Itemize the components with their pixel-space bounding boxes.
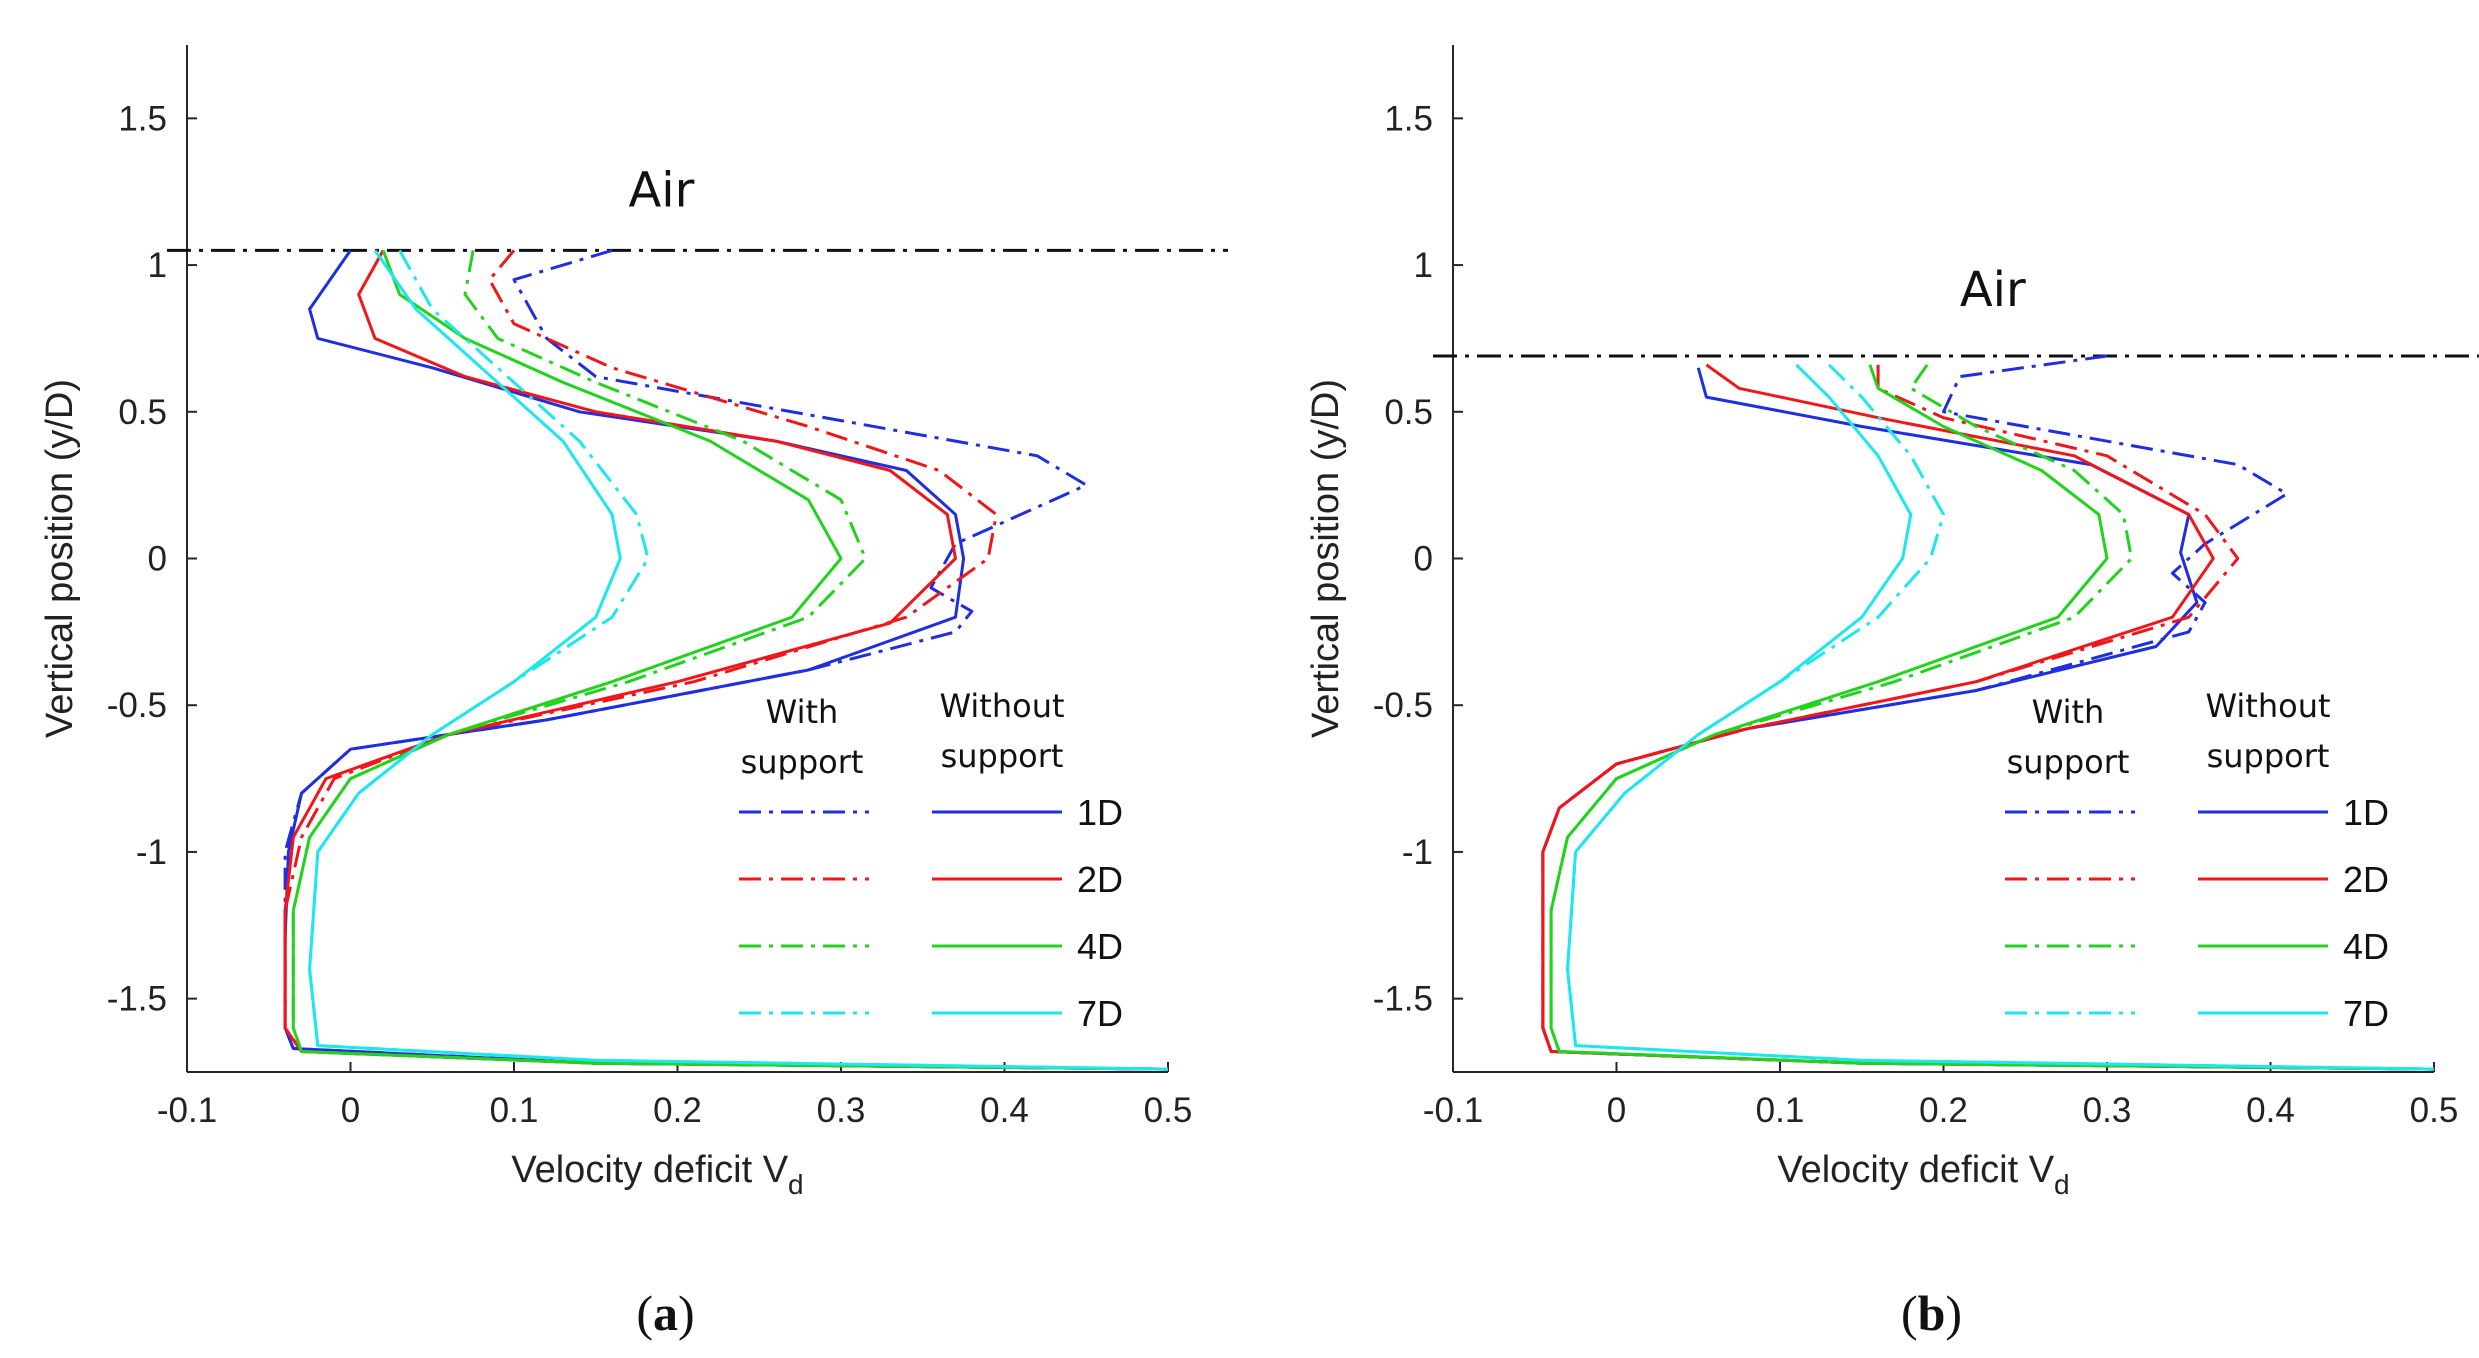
y-tick-label: -1.5 <box>1373 980 1433 1019</box>
series-line-7D-with-support <box>1566 363 2435 1071</box>
x-tick-label: 0.4 <box>2246 1091 2295 1130</box>
panel-label-part: b <box>1918 1285 1946 1341</box>
panel-label-part: ) <box>1945 1285 1962 1341</box>
legend-header-without: Without <box>939 687 1064 725</box>
y-tick-label: 1 <box>148 246 167 285</box>
x-axis-label: Velocity deficit Vd <box>511 1149 803 1200</box>
y-tick-label: -0.5 <box>1373 686 1433 725</box>
air-annotation: Air <box>1960 262 2026 318</box>
y-tick-label: -1 <box>1402 833 1433 872</box>
series-line-4D-with-support <box>1549 363 2435 1071</box>
legend-label-1D: 1D <box>1077 792 1123 833</box>
panel-label-part: ( <box>1901 1285 1918 1341</box>
legend-label-7D: 7D <box>2343 993 2389 1034</box>
y-axis-label: Vertical position (y/D) <box>1305 379 1347 738</box>
y-tick-label: 0 <box>148 540 167 579</box>
y-tick-label: -1.5 <box>107 980 167 1019</box>
legend-header-with: support <box>741 743 864 781</box>
x-axis-label-subscript: d <box>788 1169 804 1200</box>
series-line-4D-without-support <box>291 249 1169 1071</box>
legend-header-with: With <box>2032 693 2105 731</box>
y-tick-label: -1 <box>136 833 167 872</box>
x-tick-label: 0.5 <box>1144 1091 1193 1130</box>
legend-label-7D: 7D <box>1077 993 1123 1034</box>
legend: With support Without support 1D 2D 4D 7D <box>2005 687 2389 1034</box>
x-tick-label: 0.1 <box>1756 1091 1805 1130</box>
legend-header-without: support <box>941 737 1064 775</box>
x-tick-label: 0 <box>1607 1091 1626 1130</box>
panel-label-part: a <box>653 1285 678 1341</box>
panel-label-part: ( <box>636 1285 653 1341</box>
x-tick-label: 0 <box>341 1091 360 1130</box>
panel-a: -0.1 0 0.1 0.2 0.3 0.4 0.5 -1.5 -1 -0.5 0 0.5 1 1.5 Ve… <box>39 45 1228 1341</box>
series-line-4D-with-support <box>291 250 1169 1071</box>
x-tick-label: 0.5 <box>2410 1091 2459 1130</box>
series-line-7D-with-support <box>308 249 1169 1071</box>
x-tick-label: -0.1 <box>1423 1091 1483 1130</box>
panel-label: (a) <box>636 1285 694 1341</box>
y-tick-label: 0.5 <box>1384 393 1433 432</box>
series-line-2D-with-support <box>283 249 1169 1071</box>
legend-header-without: support <box>2207 737 2330 775</box>
legend-label-4D: 4D <box>1077 926 1123 967</box>
panel-label: (b) <box>1901 1285 1962 1341</box>
y-tick-label: 0 <box>1414 540 1433 579</box>
legend-label-1D: 1D <box>2343 792 2389 833</box>
x-axis-label-subscript: d <box>2054 1169 2070 1200</box>
x-tick-label: 0.3 <box>2083 1091 2132 1130</box>
x-axis-label: Velocity deficit Vd <box>1777 1149 2069 1200</box>
y-tick-label: 1.5 <box>118 99 167 138</box>
legend-label-2D: 2D <box>1077 859 1123 900</box>
x-tick-label: 0.2 <box>1919 1091 1968 1130</box>
x-tick-label: 0.2 <box>653 1091 702 1130</box>
x-tick-label: 0.3 <box>817 1091 866 1130</box>
x-tick-label: 0.1 <box>490 1091 539 1130</box>
x-tick-label: -0.1 <box>157 1091 217 1130</box>
y-tick-label: 1.5 <box>1384 99 1433 138</box>
panel-b: -0.1 0 0.1 0.2 0.3 0.4 0.5 -1.5 -1 -0.5 0 0.5 1 1.5 Ve… <box>1305 45 2479 1341</box>
y-tick-label: 0.5 <box>118 393 167 432</box>
y-axis-label: Vertical position (y/D) <box>39 379 81 738</box>
legend: With support Without support 1D 2D 4D 7D <box>739 687 1123 1034</box>
legend-label-4D: 4D <box>2343 926 2389 967</box>
series-line-2D-with-support <box>1541 364 2435 1071</box>
series-line-4D-without-support <box>1549 364 2435 1071</box>
legend-header-with: With <box>766 693 839 731</box>
y-tick-label: 1 <box>1414 246 1433 285</box>
legend-label-2D: 2D <box>2343 859 2389 900</box>
panel-label-part: ) <box>678 1285 695 1341</box>
air-annotation: Air <box>628 162 694 218</box>
legend-header-without: Without <box>2205 687 2330 725</box>
legend-header-with: support <box>2007 743 2130 781</box>
y-tick-label: -0.5 <box>107 686 167 725</box>
x-tick-label: 0.4 <box>980 1091 1029 1130</box>
